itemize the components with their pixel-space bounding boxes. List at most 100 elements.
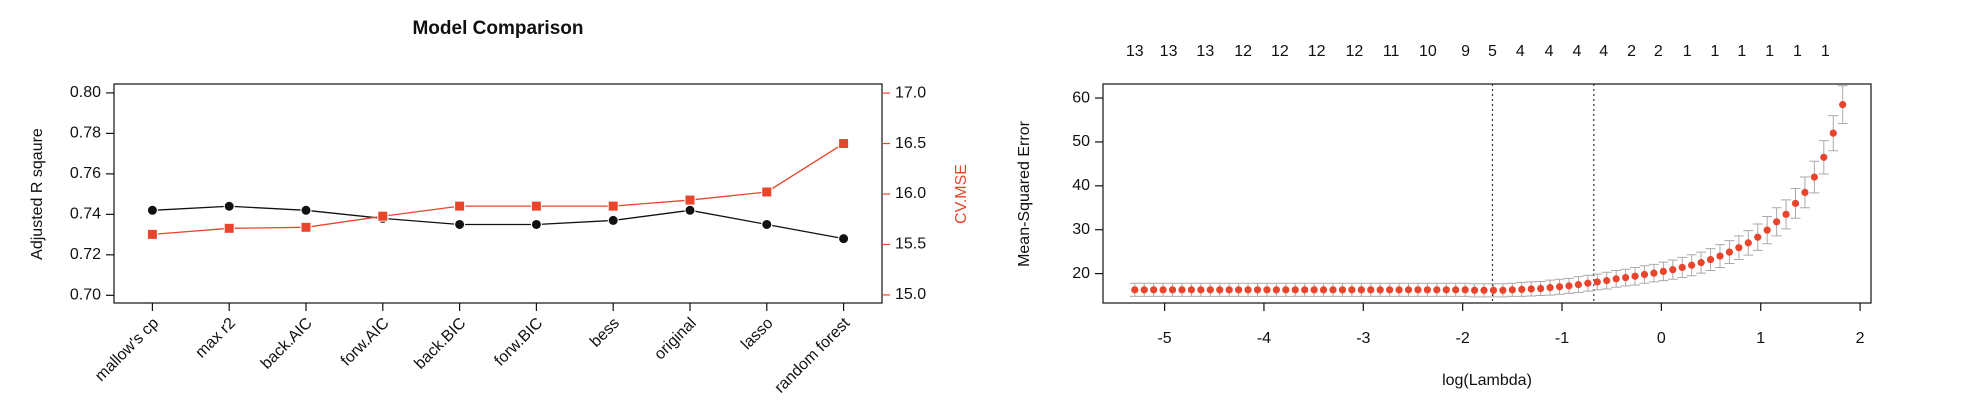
point — [1640, 270, 1649, 279]
top-tick-label: 1 — [1821, 43, 1830, 60]
top-tick-label: 2 — [1627, 43, 1636, 60]
point — [1423, 286, 1431, 294]
point — [1593, 278, 1601, 286]
y-tick-label: 0.74 — [70, 206, 101, 223]
y-tick-label: 0.72 — [70, 246, 101, 263]
y2-tick-label: 15.5 — [895, 236, 926, 253]
x-tick-label: forw.BIC — [491, 315, 546, 370]
point — [1810, 173, 1818, 181]
top-tick-label: 9 — [1461, 43, 1470, 60]
point — [146, 204, 158, 216]
y-axis-label: Adjusted R sqaure — [29, 128, 46, 260]
point — [838, 233, 850, 245]
point — [1470, 286, 1479, 294]
point — [1527, 285, 1535, 293]
point — [1697, 259, 1705, 267]
plot-frame — [1102, 83, 1872, 304]
top-tick-label: 2 — [1654, 43, 1663, 60]
y-tick-label: 60 — [1072, 89, 1090, 106]
point — [1508, 286, 1516, 294]
point — [300, 204, 312, 216]
point — [1489, 286, 1498, 294]
x-tick-label: back.BIC — [411, 315, 469, 373]
top-tick-label: 1 — [1683, 43, 1692, 60]
point — [684, 194, 696, 206]
point — [454, 218, 466, 230]
x-tick-label: forw.AIC — [338, 315, 393, 370]
y-tick-label: 20 — [1072, 265, 1090, 282]
point — [1537, 284, 1545, 293]
point — [1159, 286, 1167, 294]
point — [1348, 286, 1356, 294]
chart-title: Model Comparison — [412, 18, 583, 39]
x-tick-label: back.AIC — [258, 315, 316, 373]
point — [607, 200, 619, 212]
point — [1150, 286, 1158, 294]
y-tick-label: 40 — [1072, 177, 1090, 194]
top-tick-label: 12 — [1234, 43, 1252, 60]
point — [223, 222, 235, 234]
top-tick-label: 13 — [1196, 43, 1214, 60]
point — [1480, 286, 1488, 294]
point — [1565, 282, 1573, 290]
y-axis-label: Mean-Squared Error — [1016, 120, 1033, 267]
y2-axis-label: CV.MSE — [953, 164, 970, 224]
point — [1791, 199, 1800, 207]
point — [454, 200, 466, 212]
top-tick-label: 12 — [1345, 43, 1363, 60]
point — [146, 228, 158, 240]
point — [1197, 286, 1205, 294]
point — [1669, 266, 1677, 274]
point — [1310, 286, 1318, 294]
point — [1338, 286, 1347, 294]
point — [1612, 275, 1620, 283]
top-tick-label: 4 — [1572, 43, 1581, 60]
point — [684, 204, 696, 216]
x-tick-label: random forest — [772, 314, 854, 396]
y-tick-label: 0.70 — [70, 287, 101, 304]
x-tick-label: -4 — [1257, 330, 1271, 347]
point — [1319, 286, 1328, 294]
point — [1225, 286, 1233, 294]
x-tick-label: original — [651, 315, 700, 364]
point — [1706, 255, 1715, 264]
point — [1244, 286, 1252, 294]
top-tick-label: 1 — [1737, 43, 1746, 60]
point — [1773, 218, 1781, 226]
point — [1404, 286, 1413, 294]
point — [1820, 153, 1828, 161]
top-tick-label: 10 — [1419, 43, 1437, 60]
point — [1178, 286, 1186, 294]
x-tick-label: 1 — [1756, 330, 1765, 347]
top-tick-label: 4 — [1516, 43, 1525, 60]
point — [1168, 286, 1177, 294]
point — [1555, 283, 1564, 291]
y2-tick-label: 16.5 — [895, 135, 926, 152]
top-tick-label: 5 — [1488, 43, 1497, 60]
series-line — [152, 142, 844, 236]
point — [1367, 286, 1375, 294]
point — [1603, 277, 1611, 285]
top-tick-label: 4 — [1599, 43, 1608, 60]
point — [1263, 286, 1271, 294]
point — [530, 200, 542, 212]
x-tick-label: -2 — [1456, 330, 1470, 347]
y-tick-label: 0.78 — [70, 125, 101, 142]
x-axis-label: log(Lambda) — [1442, 372, 1532, 389]
point — [1546, 284, 1554, 292]
point — [1187, 286, 1196, 294]
point — [1584, 279, 1592, 287]
x-tick-label: bess — [587, 315, 623, 351]
point — [300, 221, 312, 233]
point — [1253, 286, 1262, 294]
point — [1282, 286, 1290, 294]
x-tick-label: -3 — [1356, 330, 1370, 347]
point — [1621, 273, 1630, 282]
point — [1395, 286, 1403, 294]
point — [1301, 286, 1309, 294]
point — [530, 218, 542, 230]
point — [1518, 285, 1526, 293]
top-tick-label: 11 — [1383, 43, 1400, 60]
